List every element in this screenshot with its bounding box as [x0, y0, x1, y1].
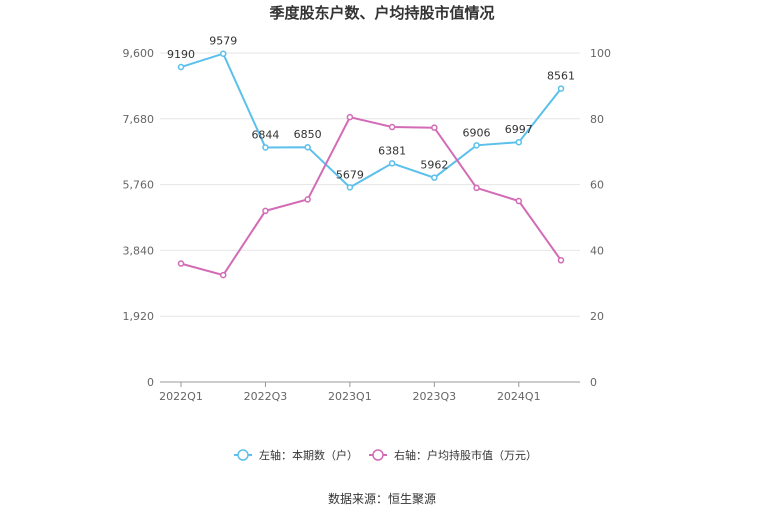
- data-source: 数据来源：恒生聚源: [328, 491, 436, 506]
- series-line-1: [180, 116, 562, 277]
- x-tick-label: 2022Q1: [159, 390, 203, 403]
- data-label: 6906: [463, 126, 491, 139]
- data-point: [346, 184, 354, 191]
- y-right-tick-label: 60: [590, 179, 604, 192]
- y-right-tick-label: 40: [590, 244, 604, 257]
- x-tick-label: 2023Q1: [328, 390, 372, 403]
- data-point: [346, 113, 354, 121]
- data-point: [557, 85, 565, 92]
- data-label: 6850: [294, 128, 322, 141]
- data-label: 6381: [378, 144, 406, 157]
- data-point: [304, 143, 311, 151]
- data-point: [262, 144, 269, 151]
- data-label: 8561: [547, 70, 575, 83]
- data-label: 9579: [209, 35, 237, 48]
- data-point: [388, 123, 396, 131]
- legend-item-0[interactable]: 左轴：本期数（户）: [234, 448, 358, 462]
- data-point: [177, 260, 185, 267]
- y-left-tick-label: 9,600: [123, 47, 155, 60]
- y-left-tick-label: 3,840: [123, 244, 155, 257]
- axes: 0 0 1,920 20 3,840 40 5,760 60 7,680 80 9,600 100 20…: [123, 47, 612, 403]
- y-right-tick-label: 80: [590, 113, 604, 126]
- legend-marker-icon: [372, 449, 384, 461]
- y-left-tick-label: 0: [147, 376, 154, 389]
- data-point: [431, 124, 438, 131]
- data-label: 5679: [336, 168, 364, 181]
- data-point: [473, 142, 480, 149]
- grid-lines: [160, 52, 580, 317]
- data-point: [219, 50, 227, 57]
- data-labels: 9190 9579 6844 6850 5679 6381 5962 6906 6997 8561: [167, 35, 575, 182]
- legend-marker-icon: [237, 449, 249, 461]
- y-right-tick-label: 20: [590, 310, 604, 323]
- chart-title: 季度股东户数、户均持股市值情况: [269, 4, 494, 22]
- y-left-tick-label: 5,760: [123, 179, 155, 192]
- y-left-tick-label: 7,680: [123, 113, 155, 126]
- x-tick-label: 2023Q3: [413, 390, 457, 403]
- data-point: [557, 257, 565, 264]
- series-line-0: [180, 52, 562, 189]
- data-label: 5962: [420, 159, 448, 172]
- data-label: 6997: [505, 123, 533, 136]
- data-point: [515, 197, 523, 205]
- series-group: [177, 50, 565, 279]
- data-point: [431, 174, 438, 181]
- data-label: 9190: [167, 48, 195, 61]
- data-point: [388, 160, 396, 167]
- x-tick-label: 2022Q3: [244, 390, 288, 403]
- legend-label: 左轴：本期数（户）: [259, 448, 358, 462]
- y-right-tick-label: 0: [590, 376, 597, 389]
- data-point: [262, 207, 269, 215]
- data-point: [473, 184, 480, 192]
- legend[interactable]: 左轴：本期数（户） 右轴：户均持股市值（万元）: [234, 448, 537, 462]
- data-label: 6844: [251, 128, 279, 141]
- data-point: [219, 271, 227, 279]
- data-point: [515, 138, 523, 146]
- legend-label: 右轴：户均持股市值（万元）: [394, 448, 537, 462]
- legend-item-1[interactable]: 右轴：户均持股市值（万元）: [369, 448, 537, 462]
- y-right-tick-label: 100: [590, 47, 611, 60]
- data-point: [304, 196, 311, 203]
- y-left-tick-label: 1,920: [123, 310, 155, 323]
- data-point: [177, 63, 185, 71]
- x-tick-label: 2024Q1: [497, 390, 541, 403]
